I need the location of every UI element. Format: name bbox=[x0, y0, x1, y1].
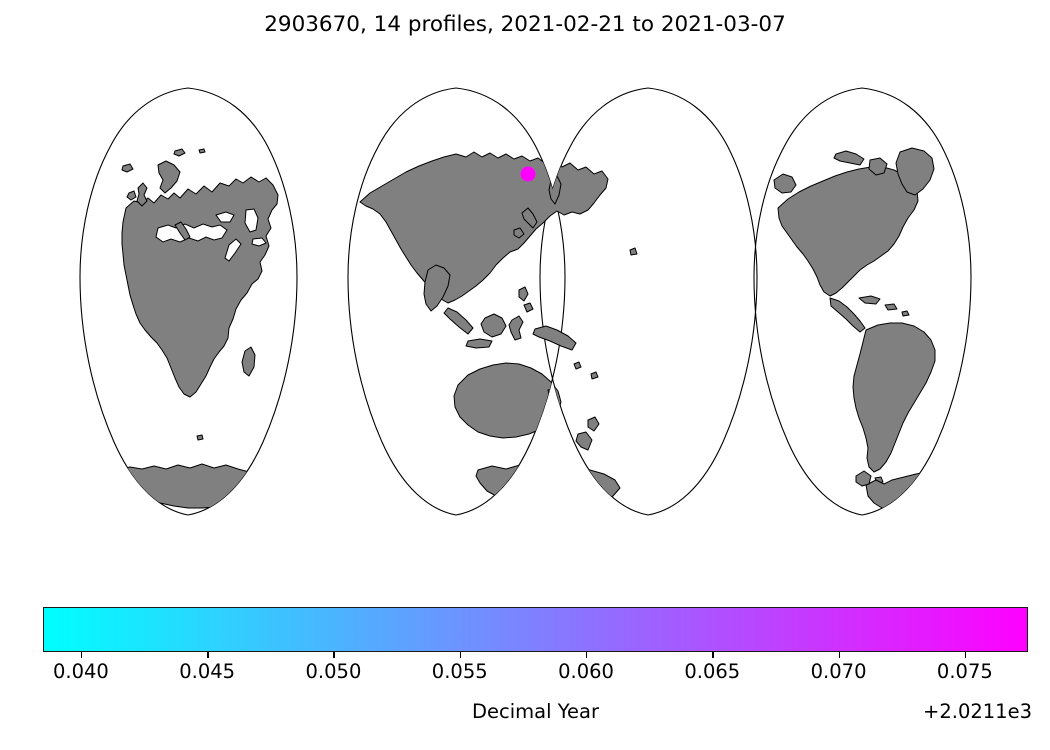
caspian-sea bbox=[244, 208, 259, 233]
colorbar-ticklabel-2: 0.050 bbox=[305, 660, 362, 683]
colorbar-ticklabel-1: 0.045 bbox=[179, 660, 236, 683]
landmass-caribbean-islet bbox=[901, 310, 910, 317]
landmass-japan bbox=[521, 207, 538, 229]
colorbar-gradient bbox=[43, 607, 1028, 652]
mediterranean-sea bbox=[155, 223, 228, 243]
colorbar-ticklabel-0: 0.040 bbox=[52, 660, 109, 683]
landmass-sumatra bbox=[443, 307, 474, 335]
persian-gulf bbox=[251, 237, 267, 247]
lobe-boundary-east bbox=[753, 87, 972, 516]
landmass-pacific-islet-a bbox=[573, 361, 582, 370]
landmass-borneo bbox=[480, 313, 507, 338]
map-lobe-east bbox=[753, 87, 972, 516]
landmass-hispaniola bbox=[884, 303, 898, 311]
profile-marker[interactable] bbox=[520, 166, 536, 182]
black-sea bbox=[215, 211, 235, 223]
colorbar[interactable] bbox=[43, 607, 1028, 652]
landmass-alaska bbox=[773, 173, 797, 194]
colorbar-tick-4 bbox=[586, 652, 588, 658]
landmasses-central bbox=[359, 151, 638, 510]
colorbar-ticklabel-3: 0.055 bbox=[431, 660, 488, 683]
map-lobe-central bbox=[347, 87, 758, 516]
landmass-iceland bbox=[121, 163, 134, 173]
landmass-antarctica-central bbox=[475, 464, 621, 510]
landmass-tasmania bbox=[529, 443, 543, 456]
colorbar-ticklabel-5: 0.065 bbox=[684, 660, 741, 683]
lobe-boundary-central-left bbox=[347, 87, 566, 516]
landmass-central-america bbox=[829, 297, 866, 333]
landmass-new-zealand-south bbox=[575, 431, 593, 451]
landmass-madagascar bbox=[241, 346, 256, 377]
colorbar-tick-2 bbox=[333, 652, 335, 658]
map-lobe-west bbox=[79, 87, 298, 516]
world-map bbox=[79, 87, 972, 516]
landmass-svalbard bbox=[173, 148, 186, 157]
landmass-scandinavia bbox=[157, 160, 181, 194]
landmass-south-america bbox=[852, 322, 936, 473]
landmass-greenland bbox=[895, 147, 935, 196]
colorbar-axis-label: Decimal Year bbox=[472, 700, 599, 723]
landmass-java bbox=[465, 338, 493, 349]
landmass-arctic-island-a bbox=[198, 148, 206, 154]
landmass-japan-south bbox=[513, 227, 525, 239]
landmass-cuba bbox=[858, 295, 881, 305]
colorbar-tick-5 bbox=[712, 652, 714, 658]
colorbar-ticklabel-7: 0.075 bbox=[936, 660, 993, 683]
page-title: 2903670, 14 profiles, 2021-02-21 to 2021… bbox=[264, 12, 786, 37]
colorbar-offset-text: +2.0211e3 bbox=[923, 700, 1032, 723]
landmasses-west bbox=[117, 148, 279, 509]
landmass-arctic-islands bbox=[833, 150, 865, 166]
colorbar-tick-container: 0.040 0.045 0.050 0.055 0.060 0.065 0.070 0.075 bbox=[43, 652, 1028, 683]
landmass-new-zealand-north bbox=[587, 416, 600, 432]
red-sea bbox=[224, 238, 242, 262]
colorbar-ticklabel-4: 0.060 bbox=[558, 660, 614, 683]
landmass-italy bbox=[174, 221, 191, 241]
lobe-boundary-west bbox=[79, 87, 298, 516]
landmass-asia bbox=[359, 151, 609, 304]
landmass-baffin bbox=[868, 157, 888, 176]
colorbar-tick-7 bbox=[964, 652, 967, 658]
landmass-philippines-south bbox=[523, 302, 534, 313]
landmass-ireland bbox=[126, 190, 137, 201]
landmass-sulawesi bbox=[508, 315, 524, 341]
lobe-boundary-central-right bbox=[539, 87, 758, 516]
colorbar-ticklabel-6: 0.070 bbox=[810, 660, 867, 683]
landmass-north-america bbox=[777, 166, 919, 297]
landmass-australia bbox=[453, 362, 562, 439]
landmass-antarctic-peninsula bbox=[855, 470, 872, 487]
colorbar-tick-1 bbox=[207, 652, 209, 658]
landmass-philippines bbox=[518, 286, 529, 302]
landmass-islet-south bbox=[196, 434, 204, 441]
map-axes bbox=[30, 62, 1020, 532]
landmass-pacific-islet-b bbox=[590, 371, 599, 380]
colorbar-tick-3 bbox=[459, 652, 462, 658]
landmasses-east bbox=[773, 147, 945, 509]
landmass-great-britain bbox=[136, 182, 148, 207]
colorbar-tick-6 bbox=[838, 652, 840, 658]
landmass-india bbox=[423, 264, 451, 312]
landmass-antarctica-west bbox=[117, 463, 263, 509]
landmass-new-guinea bbox=[532, 325, 577, 351]
landmass-pacific-islet-d bbox=[629, 247, 638, 256]
colorbar-tick-0 bbox=[80, 652, 83, 658]
